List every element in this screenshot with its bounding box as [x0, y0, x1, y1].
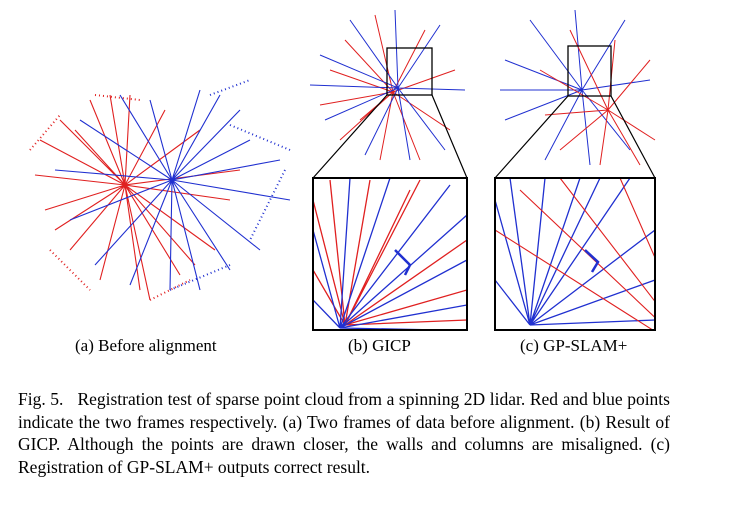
subfigure-label: (a) Before alignment — [75, 336, 217, 355]
red-scan — [313, 179, 467, 326]
blue-scan — [54, 89, 291, 291]
caption-text: Registration test of sparse point cloud … — [18, 389, 670, 477]
figure-number: Fig. 5. — [18, 389, 64, 409]
subfigure-label: (b) GICP — [348, 336, 411, 355]
scan-points — [169, 79, 291, 291]
column — [394, 249, 412, 276]
zoom-view — [495, 178, 655, 330]
blue-scan — [500, 9, 651, 166]
scan-points — [29, 94, 191, 301]
point-cloud-figure — [29, 9, 656, 331]
column — [584, 249, 600, 273]
zoom-connector — [312, 94, 468, 179]
blue-scan — [495, 178, 655, 326]
subfigure-label: (c) GP-SLAM+ — [520, 336, 628, 355]
zoom-frame — [312, 177, 468, 331]
red-scan — [34, 94, 241, 301]
zoom-window — [567, 45, 612, 97]
zoom-connector — [494, 95, 656, 179]
zoom-view — [313, 178, 467, 330]
blue-scan — [313, 178, 467, 330]
red-scan — [319, 14, 456, 161]
zoom-frame — [494, 177, 656, 331]
red-scan — [495, 178, 655, 330]
zoom-window — [386, 47, 433, 96]
figure-caption: Fig. 5. Registration test of sparse point… — [18, 388, 670, 478]
